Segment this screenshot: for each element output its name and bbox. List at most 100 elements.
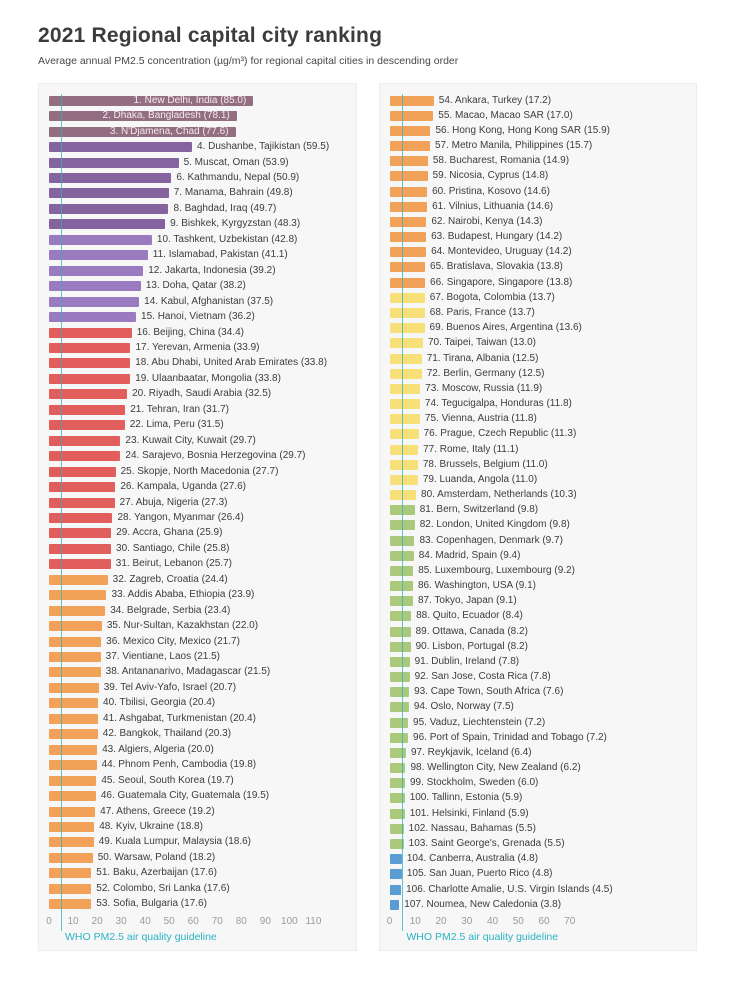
bar-row: 5. Muscat, Oman (53.9) [49,155,350,170]
bar-row: 61. Vilnius, Lithuania (14.6) [389,199,691,214]
bar-label: 5. Muscat, Oman (53.9) [183,156,289,168]
bar-row: 76. Prague, Czech Republic (11.3) [389,427,691,442]
bar-label: 87. Tokyo, Japan (9.1) [417,595,517,607]
axis-tick: 50 [163,916,175,927]
bar [49,358,131,369]
axis-tick: 20 [91,916,103,927]
bar-label: 24. Sarajevo, Bosnia Herzegovina (29.7) [125,450,306,462]
chart-panel-left: 1. New Delhi, India (85.0) 2. Dhaka, Bang… [38,83,357,951]
bar-label: 25. Skopje, North Macedonia (27.7) [120,465,279,477]
axis-tick: 40 [486,916,499,927]
bar-row: 96. Port of Spain, Trinidad and Tobago (… [389,730,691,745]
bar [49,296,140,307]
bar [389,565,414,576]
bar-row: 52. Colombo, Sri Lanka (17.6) [49,881,350,896]
bar-label: 64. Montevideo, Uruguay (14.2) [431,246,572,258]
x-axis: 0 10 20 30 40 50 60 70 80 90 100 110 [46,915,350,930]
bar-label: 79. Luanda, Angola (11.0) [422,473,538,485]
bar-label: 68. Paris, France (13.7) [429,306,535,318]
bar-label: 20. Riyadh, Saudi Arabia (32.5) [132,388,272,400]
bar-label: 10. Tashkent, Uzbekistan (42.8) [156,233,298,245]
bar-row: 103. Saint George's, Grenada (5.5) [389,836,691,851]
bar [49,327,132,338]
bar-label: 77. Rome, Italy (11.1) [423,443,519,455]
bar-label: 1. New Delhi, India (85.0) [133,94,247,106]
bar-row: 60. Pristina, Kosovo (14.6) [389,184,691,199]
bar-row: 79. Luanda, Angola (11.0) [389,472,691,487]
bar-label: 15. Hanoi, Vietnam (36.2) [141,311,255,323]
bar-label: 98. Wellington City, New Zealand (6.2) [410,762,581,774]
bar [49,281,141,292]
bar [49,806,96,817]
bar [389,399,420,410]
axis-tick: 20 [435,916,447,927]
bar-label: 4. Dushanbe, Tajikistan (59.5) [197,141,330,153]
axis-tick: 0 [386,916,393,927]
bar-row: 19. Ulaanbaatar, Mongolia (33.8) [49,371,350,386]
bar [389,641,411,652]
bar: 3. N'Djamena, Chad (77.6) [49,126,236,137]
bar-row: 78. Brussels, Belgium (11.0) [389,457,691,472]
axis-tick: 10 [67,916,79,927]
axis-tick: 30 [115,916,127,927]
ranking-chart: 1. New Delhi, India (85.0) 2. Dhaka, Bang… [38,83,697,951]
bar-row: 105. San Juan, Puerto Rico (4.8) [389,867,691,882]
bar [49,219,166,230]
page-title: 2021 Regional capital city ranking [38,24,383,47]
bar [49,559,111,570]
bar-row: 64. Montevideo, Uruguay (14.2) [389,245,691,260]
bar [389,414,420,425]
bar-label: 101. Helsinki, Finland (5.9) [409,807,529,819]
bar [389,353,422,364]
bar [49,188,169,199]
bar [49,234,152,245]
bar-label: 82. London, United Kingdom (9.8) [419,519,570,531]
bar-row: 84. Madrid, Spain (9.4) [389,548,691,563]
bar-row: 70. Taipei, Taiwan (13.0) [389,336,691,351]
bar [389,125,431,136]
bar [389,596,413,607]
bar-row: 66. Singapore, Singapore (13.8) [389,275,691,290]
bar-label: 80. Amsterdam, Netherlands (10.3) [421,489,577,501]
bar [389,323,425,334]
bar-label: 55. Macao, Macao SAR (17.0) [438,109,573,121]
bar-label: 54. Ankara, Turkey (17.2) [438,94,552,106]
bar [49,822,95,833]
bar-label: 95. Vaduz, Liechtenstein (7.2) [413,716,546,728]
axis-tick: 70 [564,916,576,927]
bar [49,837,94,848]
bar [389,338,423,349]
chart-panel-right: 54. Ankara, Turkey (17.2) 55. Macao, Maca… [378,83,697,951]
bar-row: 53. Sofia, Bulgaria (17.6) [49,897,350,912]
bar-label: 18. Abu Dhabi, United Arab Emirates (33.… [135,357,328,369]
bar-row: 73. Moscow, Russia (11.9) [389,381,691,396]
bar [49,852,93,863]
bar-label: 30. Santiago, Chile (25.8) [116,542,230,554]
bar-row: 102. Nassau, Bahamas (5.5) [389,821,691,836]
bar-row: 67. Bogota, Colombia (13.7) [389,290,691,305]
axis-tick: 90 [259,916,271,927]
bar-label: 86. Washington, USA (9.1) [417,580,536,592]
bar-label: 42. Bangkok, Thailand (20.3) [102,728,232,740]
bar-label: 49. Kuala Lumpur, Malaysia (18.6) [98,836,252,848]
bar-row: 97. Reykjavik, Iceland (6.4) [389,745,691,760]
bar [389,656,410,667]
bar-label: 78. Brussels, Belgium (11.0) [422,458,548,470]
bar-row: 10. Tashkent, Uzbekistan (42.8) [49,232,350,247]
bar-row: 42. Bangkok, Thailand (20.3) [49,727,350,742]
bar: 2. Dhaka, Bangladesh (78.1) [49,111,237,122]
bar-label: 69. Buenos Aires, Argentina (13.6) [429,322,582,334]
bar [389,884,402,895]
bar [389,672,410,683]
bar [389,383,421,394]
bar-row: 55. Macao, Macao SAR (17.0) [389,108,691,123]
bar-row: 59. Nicosia, Cyprus (14.8) [389,169,691,184]
bar-label: 36. Mexico City, Mexico (21.7) [106,635,240,647]
bar-label: 67. Bogota, Colombia (13.7) [429,291,555,303]
bar [389,808,405,819]
bar-label: 84. Madrid, Spain (9.4) [418,549,521,561]
bar [389,474,418,485]
bar-label: 50. Warsaw, Poland (18.2) [97,851,216,863]
bar-label: 103. Saint George's, Grenada (5.5) [408,838,565,849]
bar-row: 4. Dushanbe, Tajikistan (59.5) [49,139,350,154]
